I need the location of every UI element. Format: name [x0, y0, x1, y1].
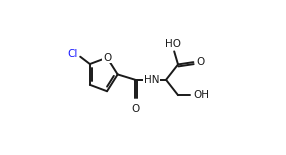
Text: OH: OH — [194, 90, 210, 100]
Text: Cl: Cl — [67, 49, 78, 59]
Text: O: O — [196, 57, 204, 67]
Text: HN: HN — [144, 75, 159, 85]
Text: O: O — [131, 104, 140, 114]
Text: O: O — [103, 53, 111, 63]
Text: HO: HO — [165, 39, 181, 49]
